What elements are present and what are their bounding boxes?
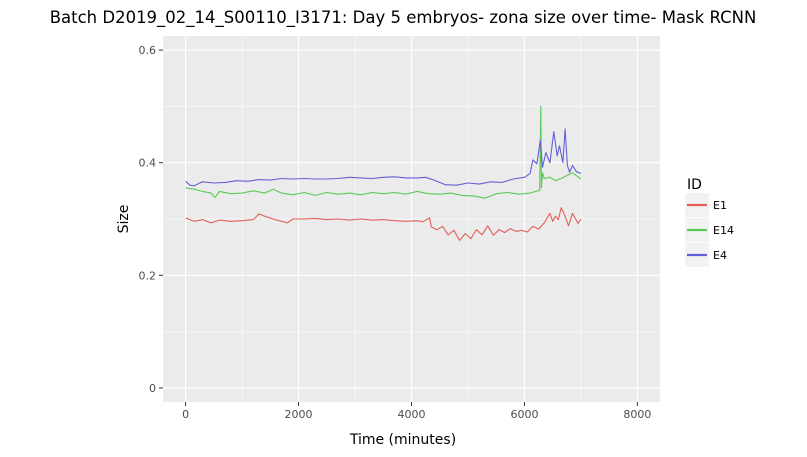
- x-tick-label: 6000: [510, 408, 538, 421]
- legend-title: ID: [687, 177, 702, 193]
- legend: ID E1 E14 E4: [685, 177, 734, 267]
- y-axis-title: Size: [116, 205, 132, 234]
- legend-label-e4: E4: [713, 249, 727, 262]
- y-axis: 0 0.2 0.4 0.6: [139, 44, 163, 395]
- series-layer: [185, 105, 582, 241]
- chart-title: Batch D2019_02_14_S00110_I3171: Day 5 em…: [50, 8, 757, 28]
- y-tick-label: 0.2: [139, 269, 157, 282]
- series-line-e14: [185, 105, 582, 199]
- x-axis: 0 2000 4000 6000 8000: [182, 402, 651, 421]
- y-tick-label: 0.6: [139, 44, 157, 57]
- x-tick-label: 0: [182, 408, 189, 421]
- x-tick-label: 4000: [398, 408, 426, 421]
- x-tick-label: 8000: [623, 408, 651, 421]
- x-tick-label: 2000: [285, 408, 313, 421]
- series-line-e4: [185, 128, 582, 187]
- grid-major: [163, 36, 660, 402]
- legend-label-e1: E1: [713, 199, 727, 212]
- x-axis-title: Time (minutes): [349, 432, 456, 448]
- legend-label-e14: E14: [713, 224, 734, 237]
- y-tick-label: 0: [149, 382, 156, 395]
- y-tick-label: 0.4: [139, 157, 157, 170]
- series-line-e1: [185, 207, 582, 241]
